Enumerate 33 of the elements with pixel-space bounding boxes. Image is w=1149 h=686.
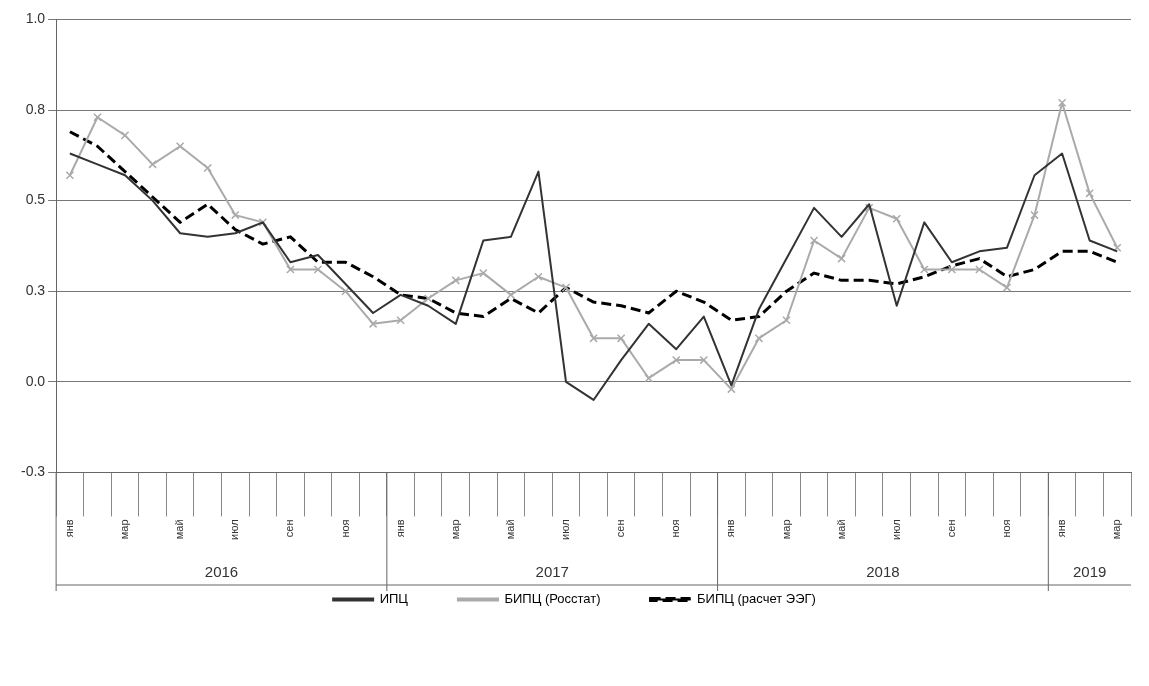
x-tick-label: мар (448, 519, 461, 540)
x-tick-label: сен (614, 519, 627, 538)
y-tick-label: 0.8 (25, 100, 46, 117)
y-tick-label: 0.0 (25, 372, 46, 389)
legend-label: ИПЦ (379, 591, 409, 607)
x-tick-label: июл (559, 519, 572, 541)
x-tick-label: сен (283, 519, 296, 538)
x-tick-label: май (503, 519, 516, 540)
x-tick-label: янв (724, 519, 737, 538)
x-tick-label: янв (393, 519, 406, 538)
x-tick-label: июл (889, 519, 902, 541)
x-tick-label: май (834, 519, 847, 540)
text: 2018 (866, 563, 900, 581)
x-tick-label: июл (228, 519, 241, 541)
y-tick-label: 1.0 (25, 10, 46, 27)
text: 2019 (1072, 563, 1107, 581)
x-tick-label: мар (118, 519, 131, 540)
x-tick-label: май (173, 519, 186, 540)
x-tick-label: сен (944, 519, 957, 538)
text: 2017 (535, 563, 569, 581)
legend-label: БИПЦ (Росстат) (504, 591, 601, 607)
x-tick-label: мар (1110, 519, 1123, 540)
x-tick-label: ноя (1000, 519, 1013, 538)
x-tick-label: янв (1055, 519, 1068, 538)
y-tick-label: -0.3 (21, 463, 46, 480)
text: 2016 (204, 563, 239, 581)
y-tick-label: 0.3 (25, 282, 46, 299)
x-tick-label: мар (779, 519, 792, 540)
x-tick-label: ноя (338, 519, 351, 538)
legend-label: БИПЦ (расчет ЭЭГ) (697, 591, 816, 607)
x-tick-label: ноя (669, 519, 682, 538)
y-tick-label: 0.5 (25, 191, 46, 208)
x-tick-label: янв (62, 519, 75, 538)
